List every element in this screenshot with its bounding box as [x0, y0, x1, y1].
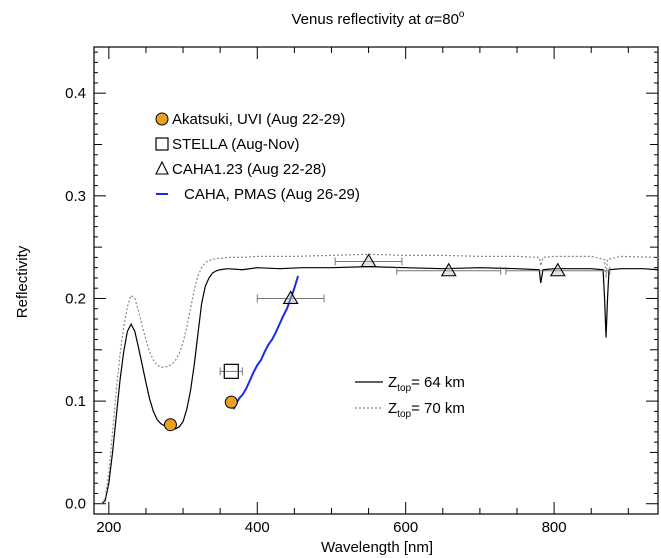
series-line [100, 253, 659, 505]
caha123-point [282, 290, 299, 305]
legend-caha123-symbol [155, 160, 169, 175]
legend-label: Akatsuki, UVI (Aug 22-29) [172, 111, 345, 128]
x-axis-label: Wavelength [nm] [321, 539, 433, 556]
legend-ztop-label: Ztop= 70 km [388, 400, 465, 420]
caha123-point [440, 262, 457, 277]
x-tick-label: 200 [96, 519, 121, 536]
x-tick-label: 400 [245, 519, 270, 536]
caha123-point [549, 262, 566, 277]
x-tick-label: 600 [393, 519, 418, 536]
chart-title: Venus reflectivity at α=80o [292, 9, 465, 28]
legend-akatsuki-symbol [155, 112, 169, 126]
akatsuki-point [224, 395, 238, 409]
legend-label: STELLA (Aug-Nov) [172, 136, 300, 153]
series-line [232, 275, 300, 410]
series-layer [100, 253, 659, 505]
y-tick-label: 0.0 [65, 496, 86, 513]
y-tick-label: 0.4 [65, 85, 86, 102]
caha123-point [360, 253, 377, 268]
x-tick-label: 800 [542, 519, 567, 536]
akatsuki-point [163, 418, 177, 432]
stella-point [223, 363, 239, 379]
y-tick-label: 0.2 [65, 290, 86, 307]
marker-layer [163, 253, 611, 432]
y-tick-label: 0.3 [65, 188, 86, 205]
y-tick-label: 0.1 [65, 393, 86, 410]
axis-ticks [94, 47, 658, 514]
plot-frame [93, 46, 659, 515]
y-axis-label: Reflectivity [14, 245, 31, 318]
legend-label: CAHA, PMAS (Aug 26-29) [184, 186, 360, 203]
tick-labels: 200 400 600 800 0.0 0.1 0.2 0.3 0.4 [65, 85, 566, 536]
legend-stella-symbol [155, 137, 169, 151]
legend-bottom: Ztop= 64 km Ztop= 70 km [355, 374, 465, 420]
legend-top: Akatsuki, UVI (Aug 22-29) STELLA (Aug-Nov… [155, 111, 360, 203]
series-line [101, 266, 659, 505]
legend-ztop-label: Ztop= 64 km [388, 374, 465, 394]
legend-label: CAHA1.23 (Aug 22-28) [172, 161, 326, 178]
